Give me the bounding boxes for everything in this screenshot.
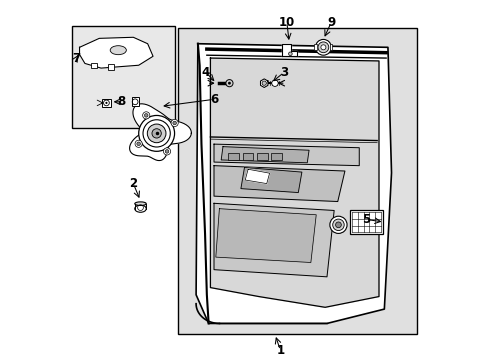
Circle shape	[225, 80, 233, 87]
Circle shape	[105, 102, 107, 104]
Polygon shape	[80, 37, 153, 68]
Polygon shape	[260, 79, 267, 87]
Bar	[108, 64, 114, 69]
Circle shape	[335, 222, 341, 228]
Text: 8: 8	[117, 95, 125, 108]
Circle shape	[144, 113, 148, 117]
Polygon shape	[196, 44, 391, 323]
Text: 7: 7	[72, 52, 80, 65]
Bar	[329, 44, 332, 50]
Ellipse shape	[135, 202, 146, 206]
Bar	[314, 44, 316, 50]
Text: 6: 6	[209, 93, 218, 106]
Circle shape	[320, 45, 325, 50]
Circle shape	[271, 80, 278, 86]
Bar	[349, 211, 382, 234]
Circle shape	[172, 121, 176, 125]
Circle shape	[262, 81, 266, 85]
Circle shape	[163, 148, 170, 155]
Polygon shape	[215, 209, 316, 262]
Circle shape	[147, 124, 165, 143]
Ellipse shape	[110, 46, 126, 55]
Bar	[242, 153, 253, 160]
Circle shape	[288, 52, 292, 55]
Circle shape	[332, 219, 344, 230]
Circle shape	[137, 142, 140, 145]
Circle shape	[317, 42, 328, 53]
Bar	[257, 153, 267, 160]
Bar	[228, 153, 239, 160]
Circle shape	[142, 112, 149, 119]
Ellipse shape	[135, 205, 146, 212]
Polygon shape	[214, 203, 333, 277]
Circle shape	[171, 120, 178, 127]
Circle shape	[139, 116, 174, 151]
Circle shape	[315, 40, 330, 55]
Circle shape	[329, 216, 346, 233]
Text: 2: 2	[129, 177, 137, 190]
Text: 5: 5	[362, 213, 370, 226]
Polygon shape	[244, 169, 269, 184]
Bar	[91, 63, 97, 68]
Text: 1: 1	[276, 344, 284, 357]
Text: 9: 9	[326, 16, 335, 29]
Polygon shape	[282, 44, 297, 56]
Polygon shape	[214, 144, 359, 166]
Polygon shape	[221, 147, 308, 163]
Polygon shape	[210, 58, 378, 307]
Circle shape	[165, 150, 168, 153]
Polygon shape	[214, 166, 344, 202]
Bar	[102, 99, 110, 107]
Bar	[271, 153, 282, 160]
Text: 10: 10	[278, 16, 294, 29]
Bar	[131, 97, 139, 107]
Circle shape	[135, 140, 142, 147]
Bar	[72, 26, 174, 128]
Circle shape	[227, 82, 230, 85]
Polygon shape	[129, 104, 191, 161]
Bar	[178, 28, 416, 334]
Circle shape	[152, 129, 161, 138]
Text: 4: 4	[201, 66, 209, 79]
Text: 3: 3	[279, 66, 287, 79]
Polygon shape	[241, 167, 301, 193]
